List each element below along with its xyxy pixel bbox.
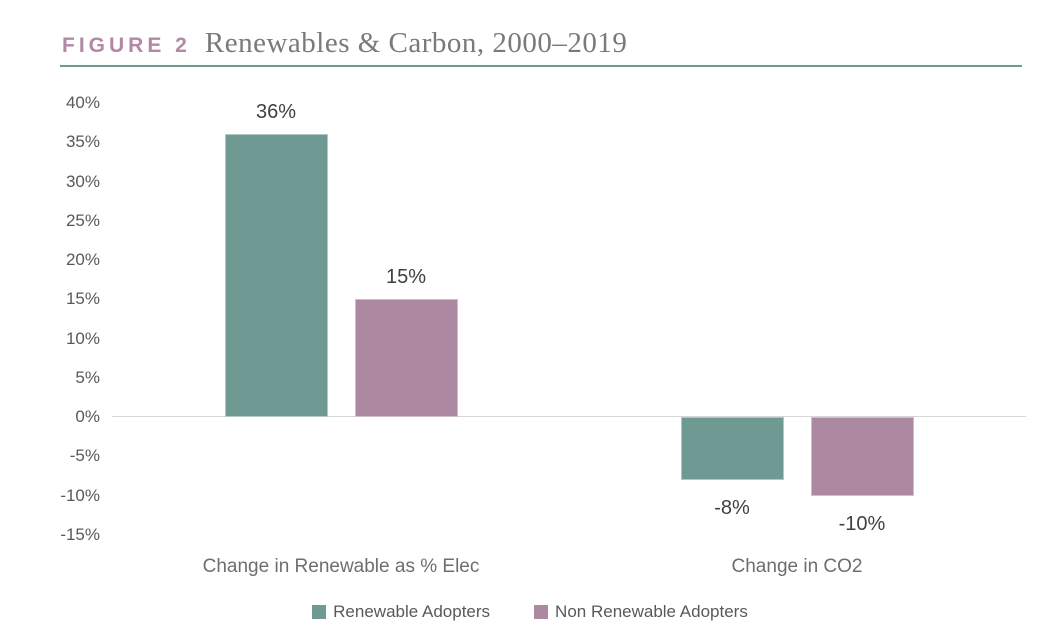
bar-non-renewable-adopters — [354, 299, 458, 417]
y-axis-tick-label: 15% — [65, 289, 100, 309]
chart-header: FIGURE 2 Renewables & Carbon, 2000–2019 — [62, 27, 627, 60]
category-label: Change in Renewable as % Elec — [202, 556, 480, 577]
bar-chart: 40% 35% 30% 25% 20% 15% 10% 5% 0% -5% -10% -15% 36% 1… — [0, 78, 1046, 634]
zero-axis-line — [112, 416, 1026, 417]
bar-renewable-adopters — [680, 417, 784, 480]
legend-label: Non Renewable Adopters — [555, 602, 748, 621]
figure-number-label: FIGURE 2 — [62, 34, 191, 57]
title-underline — [60, 65, 1022, 67]
y-axis-tick-label: -15% — [60, 524, 100, 544]
bar-value-label: -8% — [714, 496, 750, 519]
chart-legend: Renewable Adopters Non Renewable Adopters — [50, 602, 1010, 622]
legend-swatch-icon — [312, 605, 327, 619]
bar-value-label: 15% — [385, 266, 427, 289]
legend-item: Renewable Adopters — [312, 602, 490, 622]
y-axis-tick-label: 30% — [65, 171, 100, 191]
legend-item: Non Renewable Adopters — [534, 602, 748, 622]
bar-non-renewable-adopters — [810, 417, 914, 496]
chart-title: Renewables & Carbon, 2000–2019 — [204, 27, 628, 59]
y-axis-tick-label: 25% — [65, 210, 100, 230]
legend-swatch-icon — [534, 605, 549, 619]
y-axis-tick-label: 0% — [75, 407, 100, 426]
y-axis-tick-label: 5% — [75, 367, 100, 387]
y-axis-tick-label: -10% — [60, 485, 100, 505]
bar-renewable-adopters — [224, 134, 328, 417]
legend-label: Renewable Adopters — [333, 602, 491, 621]
y-axis-tick-label: 10% — [65, 328, 100, 348]
category-label: Change in CO2 — [731, 556, 863, 577]
bar-value-label: -10% — [838, 512, 886, 535]
y-axis-tick-label: 20% — [65, 250, 100, 269]
y-axis-tick-label: 40% — [65, 93, 100, 112]
y-axis-tick-label: 35% — [65, 132, 100, 152]
y-axis-tick-label: -5% — [69, 446, 100, 466]
bar-value-label: 36% — [255, 101, 297, 124]
